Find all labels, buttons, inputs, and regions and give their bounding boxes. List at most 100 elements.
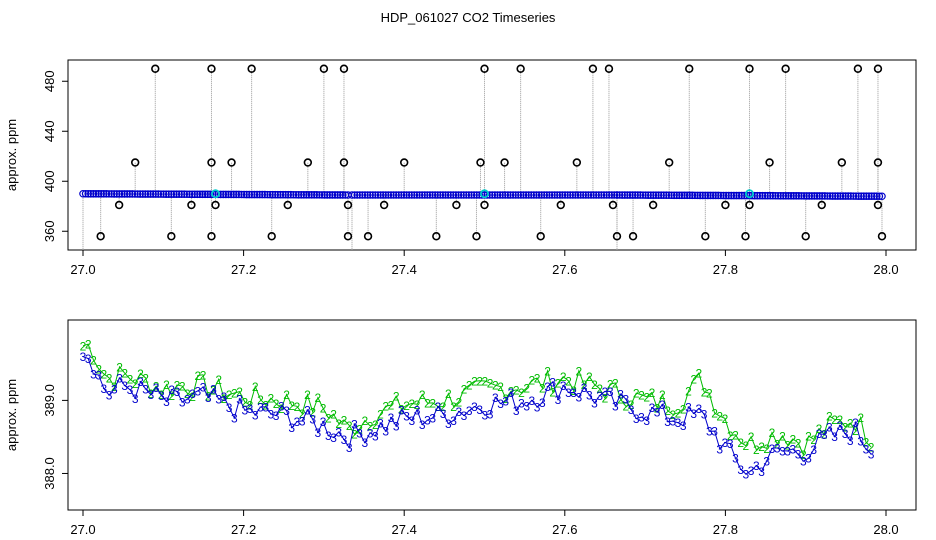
outlier-point — [873, 200, 883, 210]
series-marker: 2 — [85, 338, 92, 352]
series-marker: 3 — [168, 383, 175, 397]
baseline-point — [358, 191, 367, 199]
baseline-point — [302, 191, 311, 199]
series-marker: 2 — [706, 387, 713, 401]
x-tick-label: 28.0 — [873, 522, 898, 537]
outlier-point — [612, 232, 622, 241]
baseline-point — [646, 191, 655, 199]
baseline-point — [276, 190, 285, 199]
baseline-point — [652, 191, 660, 199]
baseline-point — [402, 191, 411, 199]
baseline-point — [810, 192, 819, 200]
outlier-point — [187, 200, 196, 210]
baseline-point — [97, 190, 105, 198]
outlier-point — [781, 64, 790, 73]
series-marker: 2 — [184, 387, 191, 401]
baseline-point — [472, 191, 481, 199]
series-marker: 3 — [638, 411, 645, 425]
baseline-point — [433, 191, 442, 199]
x-tick-label: 27.8 — [713, 262, 738, 277]
y-tick-label: 400 — [42, 170, 57, 192]
series-marker: 3 — [502, 394, 509, 408]
baseline-point — [151, 190, 160, 198]
series-marker: 3 — [393, 419, 400, 433]
series-marker: 3 — [372, 429, 379, 443]
y-tick-label: 360 — [42, 220, 57, 242]
baseline-point — [815, 192, 824, 200]
series-marker: 3 — [299, 414, 306, 428]
baseline-point — [792, 192, 801, 200]
series-marker: 2 — [560, 370, 567, 384]
series-marker: 2 — [617, 393, 624, 407]
baseline-point — [123, 190, 131, 198]
series-marker: 2 — [711, 407, 718, 421]
baseline-point — [527, 191, 536, 199]
series-marker: 2 — [189, 390, 196, 404]
series-marker: 3 — [643, 414, 650, 428]
baseline-point — [125, 190, 134, 198]
baseline-point — [665, 191, 673, 200]
outlier-point — [608, 200, 618, 210]
series-marker: 2 — [649, 386, 656, 400]
baseline-point — [384, 191, 393, 199]
series-marker: 3 — [549, 375, 556, 389]
series-marker: 3 — [351, 418, 358, 432]
series-marker: 3 — [440, 407, 447, 421]
baseline-point — [381, 191, 390, 199]
series-marker: 2 — [408, 397, 415, 411]
outlier-point — [339, 158, 349, 167]
baseline-point — [870, 192, 878, 201]
baseline-point — [685, 191, 694, 200]
baseline-point — [323, 191, 332, 199]
series-marker: 2 — [362, 414, 369, 428]
baseline-point — [240, 190, 248, 199]
series-marker: 2 — [95, 362, 102, 376]
baseline-point — [175, 190, 183, 199]
series-marker: 2 — [790, 432, 797, 446]
baseline-point — [250, 190, 259, 199]
series-marker: 2 — [127, 372, 134, 386]
baseline-point — [287, 190, 295, 199]
series-marker: 3 — [398, 404, 405, 418]
series-marker: 3 — [732, 452, 739, 466]
series-marker: 3 — [810, 443, 817, 457]
series-marker: 3 — [163, 395, 170, 409]
baseline-point — [506, 191, 515, 199]
series-marker: 2 — [622, 400, 629, 414]
series-marker: 3 — [795, 448, 802, 462]
series-marker: 3 — [529, 394, 536, 408]
series-marker: 2 — [194, 369, 201, 383]
series-marker: 2 — [643, 390, 650, 404]
baseline-point — [688, 191, 697, 200]
baseline-point — [297, 190, 306, 199]
outlier-point — [480, 200, 489, 210]
baseline-point — [504, 191, 512, 199]
series-marker: 2 — [106, 371, 113, 385]
series-marker: 2 — [153, 380, 160, 394]
series-marker: 2 — [680, 402, 687, 416]
x-tick-label: 27.0 — [70, 262, 95, 277]
baseline-point — [667, 191, 676, 200]
baseline-point — [107, 190, 116, 198]
series-marker: 3 — [111, 382, 118, 396]
series-marker: 3 — [121, 379, 128, 393]
series-marker: 3 — [268, 407, 275, 421]
series-marker: 2 — [304, 388, 311, 402]
baseline-point — [714, 191, 723, 200]
baseline-point — [662, 191, 671, 200]
series-marker: 2 — [309, 405, 316, 419]
baseline-point — [836, 192, 845, 200]
outlier-point — [588, 64, 598, 73]
x-tick-label: 27.6 — [552, 522, 577, 537]
series-marker: 2 — [716, 410, 723, 424]
baseline-point — [120, 190, 129, 198]
series-marker: 2 — [763, 442, 770, 456]
outlier-point — [472, 232, 481, 241]
outlier-point — [247, 64, 256, 73]
baseline-point — [115, 190, 124, 198]
baseline-point — [289, 190, 298, 199]
baseline-point — [274, 190, 282, 199]
series-marker: 2 — [758, 440, 765, 454]
baseline-point — [698, 191, 707, 200]
series-marker: 2 — [836, 413, 843, 427]
